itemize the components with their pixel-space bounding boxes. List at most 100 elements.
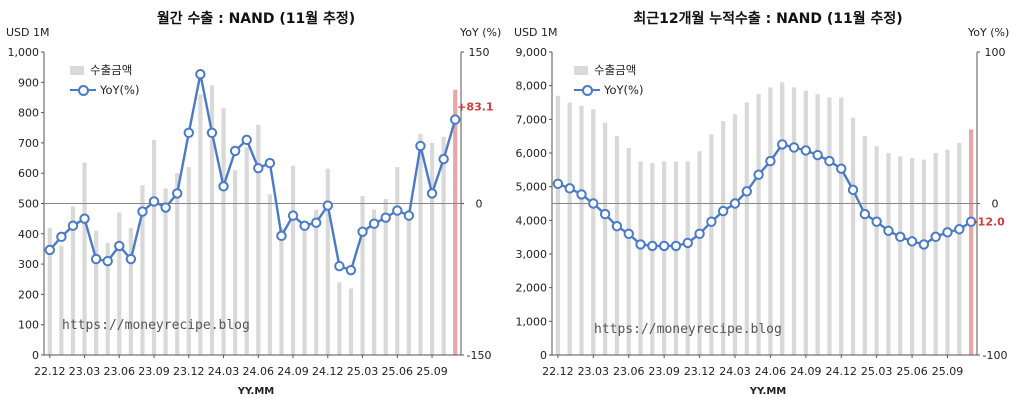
yoy-point-24.08 <box>788 142 800 153</box>
bar-25.08 <box>933 153 938 355</box>
bar-25.05 <box>383 198 388 355</box>
right-axis-unit: YoY (%) <box>968 26 1010 39</box>
x-tick-label: 24.06 <box>243 365 275 378</box>
yoy-point-25.09 <box>426 188 438 199</box>
bar-23.11 <box>175 173 180 355</box>
yoy-point-25.01 <box>847 184 859 196</box>
monthly-export-chart-panel: 0 100 200 300 400 500 600 700 800 900 1,000 -150 0 15… <box>6 11 501 397</box>
legend-bar-swatch <box>70 65 84 75</box>
bar-22.12 <box>555 95 561 356</box>
yoy-point-25.05 <box>895 231 906 243</box>
bar-24.06 <box>256 124 261 355</box>
bar-23.12 <box>697 151 702 355</box>
x-tick-label: 23.06 <box>104 365 136 378</box>
x-tick-label: 23.03 <box>578 365 610 378</box>
yoy-data-label: -12.0 <box>973 216 1005 229</box>
watermark-text: https://moneyrecipe.blog <box>62 318 250 333</box>
bar-24.06 <box>768 87 773 355</box>
yoy-point-23.05 <box>102 255 113 267</box>
legend-line-label: YoY(%) <box>604 83 644 97</box>
yoy-point-24.01 <box>195 69 206 80</box>
left-tick-label: 900 <box>18 76 39 89</box>
bar-24.02 <box>721 121 726 356</box>
yoy-point-24.03 <box>218 181 229 192</box>
bar-23.04 <box>603 122 608 355</box>
bar-25.06 <box>909 158 915 355</box>
yoy-point-23.06 <box>623 228 634 240</box>
bar-23.11 <box>685 161 690 355</box>
x-tick-label: 25.09 <box>416 365 448 378</box>
bar-23.01 <box>567 102 572 355</box>
bar-25.04 <box>372 209 377 355</box>
bar-23.08 <box>140 185 145 355</box>
left-tick-label: 300 <box>18 258 39 271</box>
left-tick-label: 400 <box>18 228 39 241</box>
yoy-point-25.07 <box>918 239 930 250</box>
bar-23.03 <box>82 162 87 355</box>
right-tick-label: 0 <box>992 198 999 211</box>
yoy-point-23.10 <box>670 240 682 252</box>
yoy-point-25.04 <box>368 218 380 229</box>
legend-line-swatch <box>574 84 600 96</box>
bar-24.09 <box>803 90 808 355</box>
bar-24.10 <box>815 94 820 355</box>
yoy-point-25.11 <box>450 114 461 125</box>
left-tick-label: 0 <box>32 349 39 362</box>
yoy-point-24.02 <box>206 127 218 139</box>
bar-23.07 <box>638 161 643 355</box>
bar-23.09 <box>662 161 667 355</box>
yoy-point-23.05 <box>611 221 623 232</box>
bar-25.11 <box>453 89 458 355</box>
bar-25.07 <box>921 159 926 355</box>
legend-bar-label: 수출금액 <box>90 63 133 77</box>
yoy-point-24.09 <box>287 210 299 221</box>
bar-24.12 <box>325 168 330 355</box>
bar-24.04 <box>233 170 238 355</box>
yoy-point-24.06 <box>765 155 776 167</box>
bar-25.11 <box>968 129 974 355</box>
bar-23.02 <box>579 105 584 355</box>
legend-bar-swatch <box>574 65 588 75</box>
chart-title: 최근12개월 누적수출 : NAND (11월 추정) <box>633 11 903 27</box>
bar-24.08 <box>279 227 284 355</box>
left-tick-label: 100 <box>18 319 39 332</box>
yoy-point-23.12 <box>183 127 194 139</box>
right-tick-label: -150 <box>467 349 492 362</box>
bar-25.03 <box>874 146 879 355</box>
bar-25.10 <box>957 142 962 355</box>
yoy-point-23.04 <box>90 253 102 265</box>
left-tick-label: 7,000 <box>516 113 548 126</box>
left-tick-label: 1,000 <box>516 315 548 328</box>
yoy-point-25.05 <box>380 212 391 223</box>
yoy-point-23.11 <box>682 237 693 249</box>
x-tick-label: 23.03 <box>69 365 101 378</box>
yoy-point-23.12 <box>694 228 705 240</box>
bar-23.03 <box>591 109 596 355</box>
left-tick-label: 700 <box>18 137 39 150</box>
x-tick-label: 23.12 <box>173 365 205 378</box>
right-tick-label: 100 <box>985 46 1006 59</box>
yoy-data-label: +83.1 <box>457 101 493 114</box>
left-tick-label: 200 <box>18 288 39 301</box>
yoy-point-23.07 <box>125 253 137 265</box>
yoy-point-25.06 <box>392 205 403 216</box>
x-tick-label: 24.12 <box>312 365 344 378</box>
x-tick-label: 25.06 <box>382 365 414 378</box>
yoy-point-24.12 <box>322 200 333 211</box>
yoy-point-24.03 <box>729 198 741 209</box>
bar-24.12 <box>839 97 844 355</box>
bar-25.04 <box>886 153 891 355</box>
left-tick-label: 2,000 <box>516 282 548 295</box>
yoy-point-24.01 <box>706 216 717 227</box>
bar-23.05 <box>614 136 620 355</box>
watermark-text: https://moneyrecipe.blog <box>594 322 782 337</box>
bar-22.12 <box>47 227 52 355</box>
bar-23.09 <box>151 139 157 355</box>
bar-25.05 <box>898 156 903 355</box>
bar-25.06 <box>395 167 400 355</box>
yoy-point-23.03 <box>79 213 90 224</box>
x-tick-label: 23.06 <box>613 365 645 378</box>
x-tick-label: 24.03 <box>719 365 751 378</box>
bar-25.09 <box>945 149 950 355</box>
bar-24.07 <box>267 194 272 355</box>
